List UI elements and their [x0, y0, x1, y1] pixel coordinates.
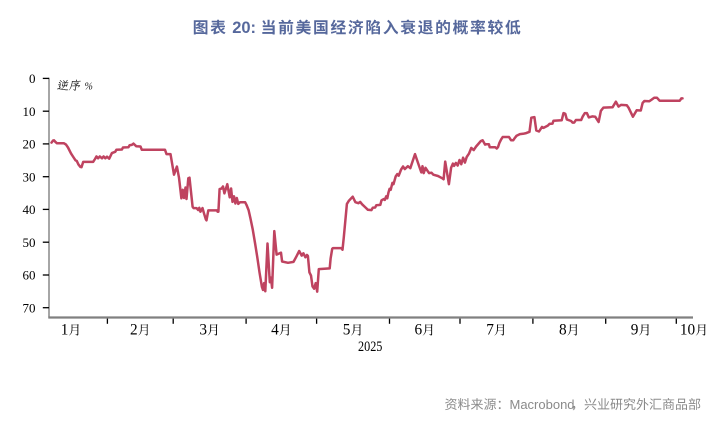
svg-text:9: 9: [631, 322, 639, 339]
svg-text:1: 1: [61, 322, 69, 339]
svg-text:60: 60: [23, 268, 36, 283]
svg-text:10: 10: [680, 322, 696, 339]
svg-text:2025: 2025: [358, 339, 382, 355]
svg-text:10: 10: [23, 104, 36, 119]
svg-text:3: 3: [199, 322, 207, 339]
svg-text:50: 50: [23, 235, 36, 250]
svg-text:20:: 20:: [232, 19, 256, 37]
svg-text:6: 6: [415, 322, 423, 339]
svg-text:20: 20: [23, 137, 36, 152]
svg-text:5: 5: [343, 322, 351, 339]
svg-text:8: 8: [559, 322, 567, 339]
svg-text:Macrobond: Macrobond: [510, 397, 575, 412]
svg-text:2: 2: [130, 322, 138, 339]
svg-text:40: 40: [23, 202, 36, 217]
svg-text:30: 30: [23, 169, 36, 184]
svg-text:7: 7: [486, 322, 494, 339]
svg-text:0: 0: [29, 71, 36, 86]
svg-text:4: 4: [271, 322, 279, 339]
svg-text:%: %: [85, 82, 93, 93]
svg-text:70: 70: [23, 300, 36, 315]
